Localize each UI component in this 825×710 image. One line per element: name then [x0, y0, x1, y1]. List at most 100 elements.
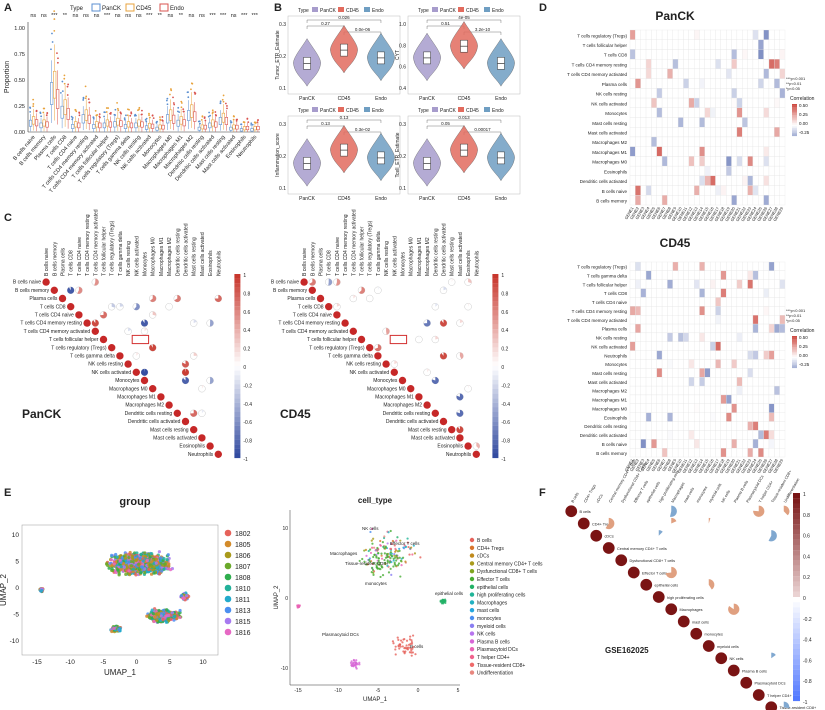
- heatmap-cell: [704, 377, 711, 387]
- heatmap-cell: [742, 136, 748, 147]
- y-axis-label: Proportion: [4, 61, 11, 93]
- scale-cell: [793, 675, 800, 681]
- heatmap-cell: [651, 39, 657, 50]
- p-value-label: 0.51: [441, 21, 450, 26]
- column-label: T cells gamma delta: [376, 231, 382, 276]
- heatmap-cell: [672, 49, 679, 60]
- heatmap-cell: [726, 377, 732, 387]
- heatmap-cell: [683, 136, 689, 147]
- row-label: Effector T cells: [642, 571, 667, 575]
- umap-point: [411, 647, 414, 650]
- heatmap-cell: [726, 323, 732, 334]
- umap-point: [392, 559, 395, 562]
- scale-cell: [492, 421, 499, 426]
- umap-point: [129, 559, 133, 564]
- color-legend-cell: [792, 132, 797, 135]
- scale-cell: [492, 329, 499, 334]
- heatmap-cell: [661, 394, 668, 404]
- heatmap-cell: [688, 195, 695, 206]
- cluster-label: Effector T cells: [390, 541, 420, 546]
- corr-pie: [783, 505, 790, 516]
- column-label: Eosinophils: [208, 250, 214, 276]
- umap-point: [165, 608, 169, 612]
- column-label: monocytes: [696, 486, 709, 504]
- heatmap-cell: [672, 29, 679, 40]
- plot-frame: [407, 15, 521, 95]
- heatmap-cell: [688, 359, 695, 369]
- heatmap-cell: [635, 78, 641, 89]
- box: [172, 114, 176, 124]
- heatmap-cell: [731, 127, 738, 138]
- color-legend-cell: [792, 348, 797, 351]
- box: [56, 89, 60, 109]
- heatmap-cell: [667, 368, 673, 378]
- heatmap-cell: [704, 97, 711, 108]
- color-legend-cell: [792, 115, 797, 117]
- scale-cell: [234, 448, 241, 454]
- column-label: Mast cells resting: [450, 237, 456, 276]
- highlight-box: [389, 334, 408, 345]
- box: [102, 122, 106, 129]
- heatmap-cell: [645, 421, 652, 431]
- y-axis-label: CYT: [395, 50, 401, 60]
- heatmap-cell: [763, 297, 770, 307]
- diagonal-dot: [472, 450, 480, 458]
- heatmap-cell: [742, 385, 748, 396]
- heatmap-cell: [768, 341, 775, 351]
- heatmap-cell: [742, 117, 748, 128]
- box: [253, 126, 257, 131]
- heatmap-cell: [742, 315, 748, 325]
- heatmap-cell: [661, 136, 668, 147]
- heatmap-cell: [699, 332, 705, 342]
- heatmap-cell: [763, 377, 770, 387]
- column-label: Eosinophils: [466, 250, 472, 276]
- row-label: Monocytes: [115, 378, 140, 384]
- color-legend-cell: [792, 366, 797, 369]
- umap-point: [380, 552, 383, 555]
- heatmap-cell: [731, 39, 738, 50]
- outlier-dot: [98, 113, 101, 115]
- umap-point: [386, 559, 389, 562]
- corr-pie: [671, 517, 677, 524]
- heatmap-cell: [763, 156, 770, 167]
- heatmap-row-label: Macrophages M1: [592, 150, 627, 155]
- column-label: T cells CD4 memory resting: [85, 214, 91, 276]
- significance-label: ns: [189, 13, 195, 19]
- heatmap-cell: [693, 185, 700, 196]
- heatmap-cell: [651, 306, 657, 316]
- box: [116, 117, 120, 126]
- outlier-dot: [180, 106, 183, 109]
- umap-point: [394, 550, 397, 553]
- legend-title: Type: [298, 8, 309, 14]
- panel-b-label: B: [274, 2, 282, 14]
- umap-point: [380, 554, 383, 557]
- heatmap-cell: [699, 377, 705, 387]
- heatmap-row-label: NK cells resting: [596, 92, 628, 97]
- corr-pie: [328, 278, 333, 286]
- panel-b: B Type PanCK CD45 Endo Tumor_ETR_Estimate 0.3…: [270, 0, 535, 210]
- heatmap-cell: [768, 279, 775, 289]
- umap-point: [393, 553, 396, 556]
- column-label: T cells CD4 naive: [77, 237, 83, 276]
- heatmap-cell: [704, 165, 711, 176]
- heatmap-cell: [747, 97, 754, 108]
- celltype-legend-dot: [469, 584, 475, 589]
- umap-point: [106, 563, 110, 568]
- heatmap-col-label: GENE4: [640, 457, 651, 472]
- heatmap-cell: [688, 447, 695, 458]
- heatmap-cell: [774, 421, 780, 431]
- outlier-dot: [226, 105, 228, 107]
- heatmap-cell: [774, 127, 780, 138]
- outlier-dot: [92, 117, 95, 120]
- scale-label: 0.6: [803, 534, 810, 540]
- legend-swatch: [338, 107, 344, 112]
- y-tick-label: -10: [10, 638, 20, 645]
- celltype-legend-label: T helper CD4+: [477, 655, 510, 661]
- scale-cell: [793, 602, 800, 608]
- group-legend-label: 1815: [235, 619, 251, 626]
- umap-point: [405, 644, 408, 647]
- outlier-dot: [240, 123, 243, 126]
- row-label: T cells regulatory (Tregs): [51, 345, 107, 351]
- heatmap-cell: [656, 97, 663, 108]
- umap-point: [401, 645, 404, 648]
